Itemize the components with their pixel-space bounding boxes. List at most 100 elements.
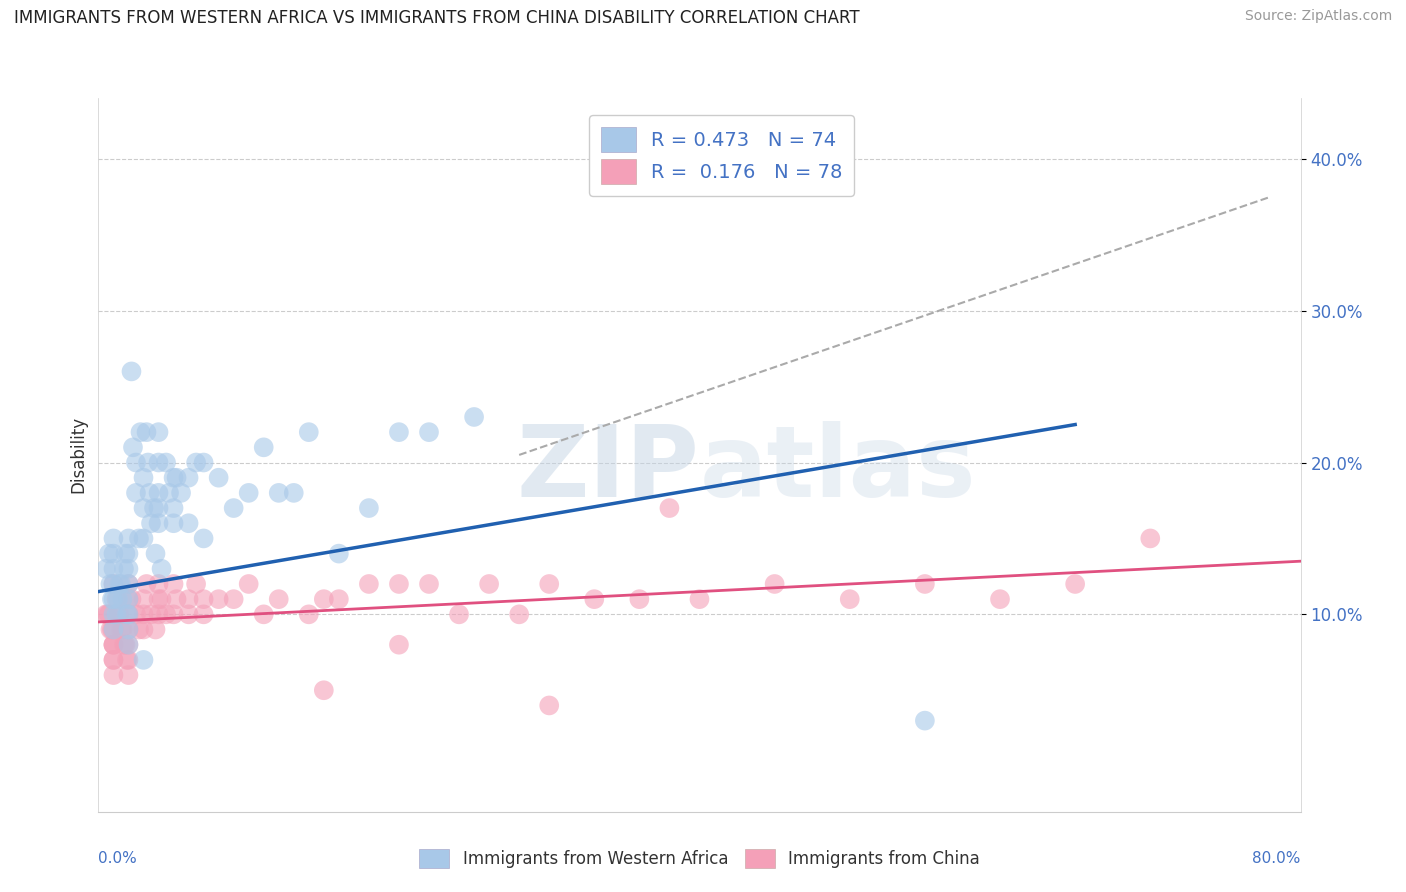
Point <box>193 592 215 607</box>
Point <box>103 638 125 652</box>
Point <box>184 577 207 591</box>
Point <box>108 577 131 591</box>
Point <box>97 607 120 622</box>
Point <box>117 638 139 652</box>
Point <box>193 607 215 622</box>
Point <box>148 456 170 470</box>
Point <box>312 592 335 607</box>
Point <box>112 562 135 576</box>
Point <box>103 638 125 652</box>
Point <box>328 547 350 561</box>
Point <box>253 440 276 454</box>
Point <box>418 425 440 439</box>
Point <box>155 456 177 470</box>
Point <box>117 532 139 546</box>
Point <box>103 653 125 667</box>
Point <box>132 532 155 546</box>
Point <box>148 577 170 591</box>
Point <box>538 577 561 591</box>
Point <box>253 607 276 622</box>
Point <box>105 592 128 607</box>
Point <box>103 577 125 591</box>
Point <box>103 623 125 637</box>
Point <box>208 471 231 485</box>
Point <box>117 577 139 591</box>
Point <box>135 425 157 439</box>
Point <box>148 425 170 439</box>
Text: IMMIGRANTS FROM WESTERN AFRICA VS IMMIGRANTS FROM CHINA DISABILITY CORRELATION C: IMMIGRANTS FROM WESTERN AFRICA VS IMMIGR… <box>14 9 859 27</box>
Point <box>914 577 936 591</box>
Point <box>177 516 200 531</box>
Point <box>108 607 131 622</box>
Point <box>117 653 139 667</box>
Point <box>103 592 125 607</box>
Text: 0.0%: 0.0% <box>98 851 138 866</box>
Point <box>162 516 184 531</box>
Point <box>298 425 321 439</box>
Point <box>129 425 152 439</box>
Point <box>117 623 139 637</box>
Point <box>357 577 380 591</box>
Point <box>110 623 132 637</box>
Point <box>328 592 350 607</box>
Point <box>121 592 143 607</box>
Point <box>150 592 173 607</box>
Point <box>388 577 411 591</box>
Point <box>97 547 120 561</box>
Point <box>388 425 411 439</box>
Point <box>238 486 260 500</box>
Point <box>132 607 155 622</box>
Point <box>101 623 124 637</box>
Point <box>117 592 139 607</box>
Point <box>170 486 193 500</box>
Point <box>208 592 231 607</box>
Point <box>688 592 710 607</box>
Point <box>117 638 139 652</box>
Point <box>1064 577 1087 591</box>
Text: Source: ZipAtlas.com: Source: ZipAtlas.com <box>1244 9 1392 23</box>
Point <box>136 456 159 470</box>
Point <box>157 486 180 500</box>
Point <box>103 577 125 591</box>
Point <box>132 592 155 607</box>
Point <box>114 547 136 561</box>
Point <box>583 592 606 607</box>
Point <box>135 577 157 591</box>
Point <box>107 607 129 622</box>
Point <box>162 501 184 516</box>
Point <box>478 577 501 591</box>
Point <box>148 486 170 500</box>
Point <box>103 668 125 682</box>
Point <box>117 577 139 591</box>
Point <box>162 577 184 591</box>
Point <box>658 501 681 516</box>
Point <box>117 607 139 622</box>
Point <box>357 501 380 516</box>
Point <box>115 653 138 667</box>
Point <box>447 607 470 622</box>
Point <box>103 623 125 637</box>
Point <box>103 653 125 667</box>
Point <box>132 623 155 637</box>
Point <box>103 607 125 622</box>
Point <box>132 471 155 485</box>
Point <box>125 486 148 500</box>
Point <box>166 471 188 485</box>
Point <box>125 607 148 622</box>
Point <box>267 592 290 607</box>
Point <box>222 592 245 607</box>
Point <box>150 562 173 576</box>
Text: ZIP: ZIP <box>516 421 699 517</box>
Point <box>110 577 132 591</box>
Point <box>132 653 155 667</box>
Point <box>283 486 305 500</box>
Point <box>463 409 485 424</box>
Point <box>111 623 134 637</box>
Point <box>148 516 170 531</box>
Point <box>100 577 122 591</box>
Point <box>628 592 651 607</box>
Point <box>148 592 170 607</box>
Point <box>177 592 200 607</box>
Point <box>166 592 188 607</box>
Point <box>155 607 177 622</box>
